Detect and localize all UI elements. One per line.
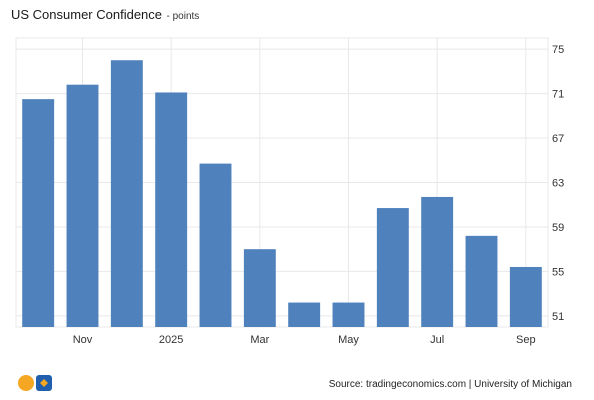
bar [66, 84, 99, 327]
bar [421, 196, 454, 327]
y-tick-label: 55 [552, 266, 564, 278]
y-tick-label: 63 [552, 178, 564, 190]
x-tick-label: 2025 [159, 334, 183, 346]
bar [22, 99, 55, 327]
bar [376, 208, 409, 327]
x-tick-label: May [338, 334, 359, 346]
tradingeconomics-logo-icon [18, 375, 52, 391]
bar [199, 163, 232, 327]
bar [110, 60, 143, 327]
x-tick-label: Sep [516, 334, 536, 346]
chart-title: US Consumer Confidence [11, 7, 163, 22]
bar [155, 92, 188, 327]
x-tick-label: Nov [73, 334, 93, 346]
x-tick-label: Mar [250, 334, 269, 346]
bar [509, 266, 542, 327]
bar [288, 302, 321, 327]
y-tick-label: 71 [552, 89, 564, 101]
source-attribution: Source: tradingeconomics.com | Universit… [328, 379, 572, 390]
y-tick-label: 67 [552, 133, 564, 145]
bar [243, 249, 276, 327]
bar [465, 235, 498, 327]
x-tick-label: Jul [430, 334, 444, 346]
plot-frame [15, 37, 549, 328]
y-tick-label: 59 [552, 222, 564, 234]
y-tick-label: 51 [552, 311, 564, 323]
chart-units: - points [166, 11, 200, 22]
bar [332, 302, 365, 327]
chart-title-row: US Consumer Confidence - points [11, 6, 199, 24]
y-tick-label: 75 [552, 44, 564, 56]
